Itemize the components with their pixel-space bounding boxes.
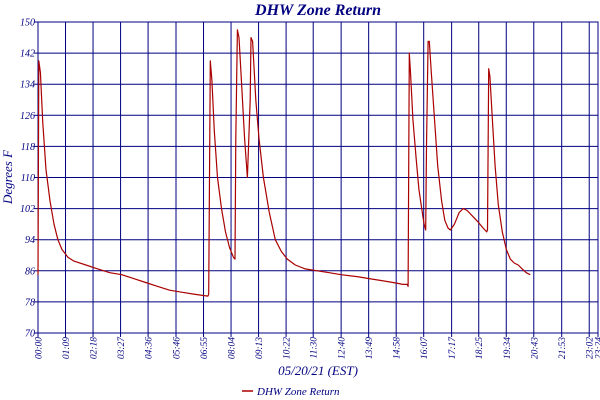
plot-grid: [37, 21, 599, 334]
y-tick-label: 142: [20, 49, 35, 60]
y-tick-label: 78: [25, 297, 35, 308]
x-tick-label: 01:09: [62, 337, 72, 359]
x-tick-label: 19:34: [503, 337, 513, 359]
series-layer: [37, 29, 531, 297]
x-axis-ticks: 00:00 01:09 02:18 03:27 04:36 05:46 06:55 08:04…: [35, 333, 600, 359]
y-tick-label: 70: [25, 329, 35, 340]
chart-title: DHW Zone Return: [254, 2, 381, 19]
y-axis-label: Degrees F: [0, 149, 15, 205]
x-tick-label: 21:53: [558, 337, 568, 359]
x-tick-label: 09:13: [255, 337, 265, 359]
x-tick-label: 20:43: [530, 337, 540, 359]
y-tick-label: 86: [25, 266, 35, 277]
legend: DHW Zone Return: [242, 386, 340, 398]
x-tick-label: 00:00: [35, 337, 45, 359]
y-tick-label: 94: [25, 235, 35, 246]
x-tick-label: 23:24: [595, 337, 600, 359]
x-tick-label: 16:07: [420, 336, 430, 359]
x-tick-label: 08:04: [228, 337, 238, 359]
y-tick-label: 118: [21, 142, 35, 153]
y-tick-label: 102: [20, 204, 35, 215]
x-axis-label: 05/20/21 (EST): [278, 363, 358, 378]
y-tick-label: 134: [20, 80, 35, 91]
y-tick-label: 150: [20, 18, 35, 29]
x-tick-label: 06:55: [200, 337, 210, 359]
x-tick-label: 04:36: [145, 337, 155, 359]
x-tick-label: 03:27: [117, 336, 127, 359]
x-tick-label: 23:02: [586, 337, 596, 359]
x-tick-label: 12:40: [338, 337, 348, 359]
x-tick-label: 17:17: [448, 336, 458, 359]
x-tick-label: 11:30: [310, 337, 320, 359]
x-tick-label: 10:22: [283, 337, 293, 359]
x-tick-label: 02:18: [90, 337, 100, 359]
x-tick-label: 05:46: [173, 337, 183, 359]
y-tick-label: 110: [21, 173, 35, 184]
x-tick-label: 18:25: [475, 337, 485, 359]
y-axis-ticks: 70 78 86 94 102 110 118 126 134 142 150: [20, 18, 38, 340]
legend-label: DHW Zone Return: [256, 386, 340, 398]
x-tick-label: 14:58: [393, 337, 403, 359]
x-tick-label: 13:49: [365, 337, 375, 359]
series-line-dhw-zone-return: [37, 29, 531, 297]
y-tick-label: 126: [20, 111, 35, 122]
